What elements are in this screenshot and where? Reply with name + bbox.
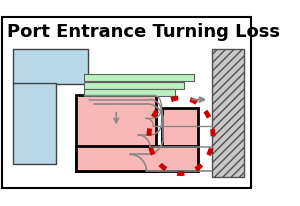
Text: Port Entrance Turning Loss: Port Entrance Turning Loss bbox=[7, 23, 280, 41]
Bar bbox=[76, 96, 156, 171]
Bar bbox=[13, 50, 88, 85]
Bar bbox=[84, 90, 175, 97]
Bar bbox=[212, 50, 244, 177]
Bar bbox=[76, 146, 198, 171]
Bar bbox=[84, 75, 194, 82]
Bar bbox=[13, 83, 56, 165]
Bar bbox=[162, 108, 198, 146]
Bar bbox=[84, 82, 184, 89]
